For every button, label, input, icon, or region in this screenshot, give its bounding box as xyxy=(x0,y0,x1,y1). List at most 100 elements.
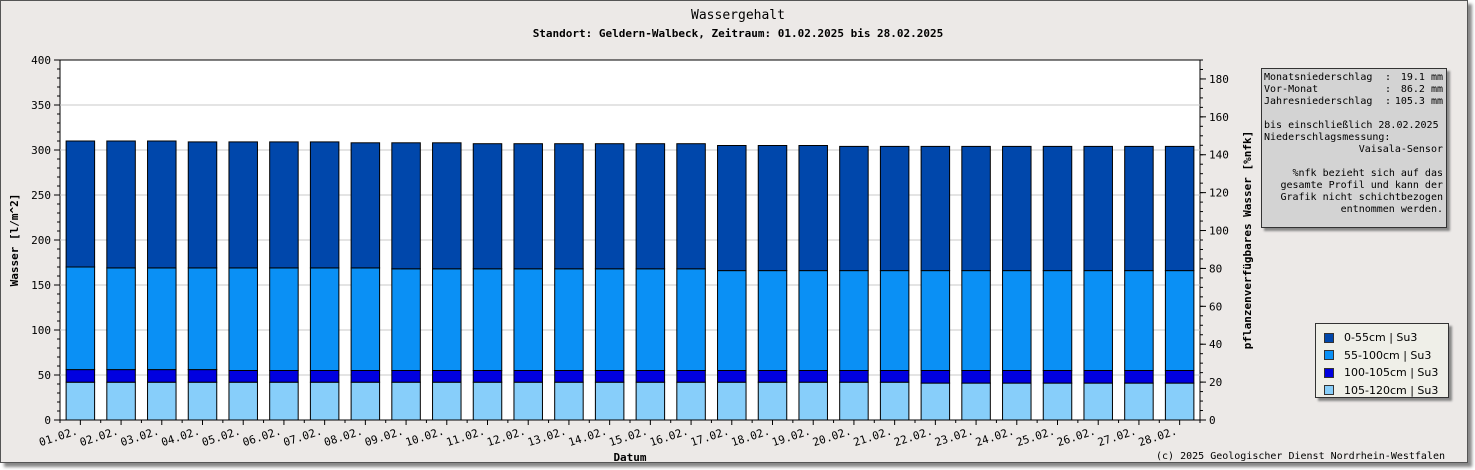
bar-segment xyxy=(1042,370,1073,384)
bar-segment xyxy=(920,145,951,272)
legend-item: 100-105cm | Su3 xyxy=(1324,364,1448,382)
bar-segment xyxy=(472,370,503,383)
bar-segment xyxy=(1002,270,1032,372)
y-tick-label: 400 xyxy=(31,54,51,67)
bar-segment xyxy=(717,381,747,421)
bar-segment xyxy=(432,370,462,383)
bar-segment xyxy=(1002,145,1032,272)
bar-segment xyxy=(554,143,584,270)
bar-segment xyxy=(757,370,788,383)
bar-segment xyxy=(554,381,584,421)
bar-segment xyxy=(1164,145,1195,272)
bar-segment xyxy=(554,268,584,371)
y-tick-label: 250 xyxy=(31,189,51,202)
legend: 0-55cm | Su3 55-100cm | Su3 100-105cm | Su… xyxy=(1315,323,1449,398)
bar-segment xyxy=(798,370,828,383)
y2-tick-label: 140 xyxy=(1209,149,1229,162)
bar-segment xyxy=(1124,270,1154,372)
legend-label: 105-120cm | Su3 xyxy=(1344,383,1439,397)
bar-segment xyxy=(432,142,462,270)
bar-segment xyxy=(65,266,96,371)
bar-segment xyxy=(839,370,869,383)
bar-segment xyxy=(1002,382,1032,421)
x-tick-label: 05.02. xyxy=(200,424,242,449)
copyright: (c) 2025 Geologischer Dienst Nordrhein-W… xyxy=(1156,451,1445,462)
x-tick-label: 19.02. xyxy=(770,424,812,449)
bar-segment xyxy=(391,142,421,270)
x-tick-label: 18.02. xyxy=(730,424,772,449)
bar-segment xyxy=(594,268,625,371)
bar-segment xyxy=(757,381,788,421)
y-tick-label: 150 xyxy=(31,279,51,292)
bar-segment xyxy=(350,142,381,269)
bar-segment xyxy=(269,370,299,383)
y-tick-label: 200 xyxy=(31,234,51,247)
y2-tick-label: 0 xyxy=(1209,414,1216,427)
x-tick-label: 08.02. xyxy=(322,424,364,449)
x-tick-label: 13.02. xyxy=(526,424,568,449)
bar-segment xyxy=(554,370,584,383)
bar-segment xyxy=(228,381,258,421)
x-tick-label: 14.02. xyxy=(567,424,609,449)
y-tick-label: 0 xyxy=(44,414,51,427)
bar-segment xyxy=(1164,370,1195,384)
legend-item: 105-120cm | Su3 xyxy=(1324,382,1448,400)
x-tick-label: 06.02. xyxy=(241,424,283,449)
y2-tick-label: 100 xyxy=(1209,225,1229,238)
chart-title: Wassergehalt xyxy=(691,8,785,23)
bar-segment xyxy=(1042,145,1073,272)
precipitation-info-box: Monatsniederschlag:19.1 mm Vor-Monat:86.… xyxy=(1261,68,1447,228)
bar-segment xyxy=(513,143,543,270)
bar-segment xyxy=(65,140,96,268)
bar-segment xyxy=(350,370,381,383)
bar-segment xyxy=(879,370,910,383)
x-tick-label: 12.02. xyxy=(485,424,527,449)
x-axis-label: Datum xyxy=(613,451,646,464)
x-tick-label: 15.02. xyxy=(607,424,649,449)
bar-segment xyxy=(106,140,136,269)
bar-segment xyxy=(432,268,462,371)
bar-segment xyxy=(391,370,421,383)
y-axis-label: Wasser [l/m^2] xyxy=(8,194,21,287)
bar-segment xyxy=(961,382,991,421)
bar-segment xyxy=(228,267,258,371)
x-tick-label: 20.02. xyxy=(811,424,853,449)
bar-segment xyxy=(594,381,625,421)
x-tick-label: 03.02. xyxy=(119,424,161,449)
bar-segment xyxy=(513,381,543,421)
x-tick-label: 07.02. xyxy=(282,424,324,449)
bar-segment xyxy=(269,267,299,371)
chart-subtitle: Standort: Geldern-Walbeck, Zeitraum: 01.… xyxy=(533,27,944,40)
bar-segment xyxy=(839,381,869,421)
bars xyxy=(65,140,1195,421)
legend-swatch xyxy=(1324,350,1334,361)
y2-tick-label: 120 xyxy=(1209,187,1229,200)
y-tick-label: 50 xyxy=(38,369,51,382)
x-tick-label: 21.02. xyxy=(852,424,894,449)
bar-segment xyxy=(1083,270,1113,372)
bar-segment xyxy=(309,267,340,371)
bar-segment xyxy=(1002,370,1032,384)
x-tick-label: 01.02. xyxy=(37,424,79,449)
bar-segment xyxy=(839,270,869,372)
bar-segment xyxy=(187,369,218,383)
y-tick-label: 350 xyxy=(31,99,51,112)
bar-segment xyxy=(635,143,666,270)
bar-segment xyxy=(676,268,706,371)
x-tick-label: 25.02. xyxy=(1015,424,1057,449)
bar-segment xyxy=(65,381,96,421)
legend-item: 0-55cm | Su3 xyxy=(1324,329,1448,347)
legend-label: 55-100cm | Su3 xyxy=(1344,348,1432,362)
bar-segment xyxy=(228,141,258,269)
bar-segment xyxy=(635,370,666,383)
bar-segment xyxy=(187,267,218,371)
x-tick-label: 17.02. xyxy=(689,424,731,449)
bar-segment xyxy=(961,270,991,372)
info-measurement-label: Niederschlagsmessung: xyxy=(1264,132,1391,143)
x-tick-label: 11.02. xyxy=(445,424,487,449)
bar-segment xyxy=(676,143,706,270)
bar-segment xyxy=(309,381,340,421)
bar-segment xyxy=(269,381,299,421)
bar-segment xyxy=(309,370,340,383)
bar-segment xyxy=(350,381,381,421)
